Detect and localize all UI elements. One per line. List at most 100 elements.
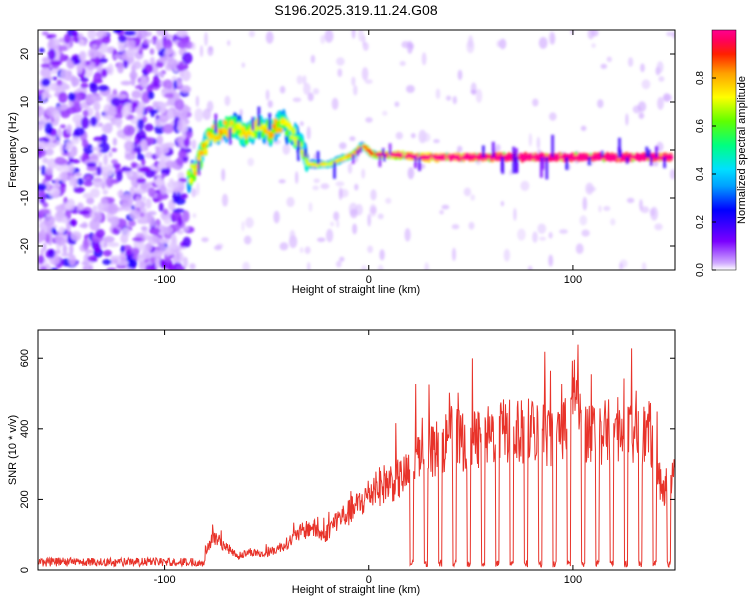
noise-speck xyxy=(116,259,129,266)
noise-speck xyxy=(208,46,213,51)
noise-speck xyxy=(50,60,62,66)
noise-speck xyxy=(116,170,123,182)
noise-speck xyxy=(101,68,108,78)
noise-speck xyxy=(265,31,274,44)
noise-speck xyxy=(54,234,62,244)
noise-speck xyxy=(619,262,623,270)
noise-speck xyxy=(333,211,340,221)
noise-speck xyxy=(320,183,330,190)
noise-speck xyxy=(145,137,155,144)
noise-speck xyxy=(537,223,547,234)
noise-speck xyxy=(147,91,155,100)
ridge-cell xyxy=(196,156,202,162)
noise-speck xyxy=(126,258,138,269)
ridge-streak xyxy=(418,157,421,171)
noise-speck xyxy=(46,34,53,39)
noise-speck xyxy=(364,79,373,84)
noise-speck xyxy=(548,31,556,45)
noise-speck xyxy=(180,85,192,94)
noise-speck xyxy=(499,38,507,50)
noise-speck xyxy=(121,106,130,118)
noise-speck xyxy=(137,118,145,131)
noise-speck xyxy=(175,251,184,263)
noise-speck xyxy=(49,82,58,92)
noise-speck xyxy=(38,183,47,191)
noise-speck xyxy=(98,142,110,154)
noise-speck xyxy=(166,58,179,70)
spectrogram-y-tick-label: 20 xyxy=(19,48,31,60)
noise-speck xyxy=(195,95,200,108)
noise-speck xyxy=(191,139,197,150)
noise-speck xyxy=(520,180,530,191)
noise-speck xyxy=(178,150,187,159)
noise-speck xyxy=(176,30,188,38)
noise-speck xyxy=(466,39,475,54)
noise-speck xyxy=(227,40,231,46)
noise-speck xyxy=(183,137,190,148)
noise-speck xyxy=(307,262,311,270)
noise-speck xyxy=(582,196,588,211)
noise-speck xyxy=(131,90,142,99)
noise-speck xyxy=(628,57,634,67)
noise-speck xyxy=(58,92,68,104)
noise-speck xyxy=(176,156,184,166)
noise-speck xyxy=(164,246,171,257)
noise-speck xyxy=(165,101,171,107)
noise-speck xyxy=(581,229,590,237)
ridge-cell xyxy=(363,145,368,149)
noise-speck xyxy=(666,31,673,37)
noise-speck xyxy=(202,108,212,121)
noise-speck xyxy=(138,216,148,224)
noise-speck xyxy=(339,256,345,262)
noise-speck xyxy=(658,76,665,82)
noise-speck xyxy=(38,229,47,242)
noise-speck xyxy=(59,52,65,63)
ridge-streak xyxy=(481,145,485,158)
noise-speck xyxy=(148,187,156,198)
ridge-cell xyxy=(239,132,244,139)
noise-speck xyxy=(317,237,326,243)
noise-speck xyxy=(160,168,171,174)
ridge-cell xyxy=(270,132,275,138)
colorbar-tick-label: 0.2 xyxy=(695,215,706,229)
noise-speck xyxy=(299,247,304,254)
snr-series-line xyxy=(38,344,675,568)
noise-speck xyxy=(182,226,190,231)
noise-speck xyxy=(107,242,120,248)
noise-speck xyxy=(61,216,69,224)
noise-speck xyxy=(312,185,320,191)
noise-speck xyxy=(637,101,647,112)
noise-speck xyxy=(336,57,345,66)
colorbar-gradient xyxy=(711,29,737,271)
noise-speck xyxy=(97,84,109,92)
noise-speck xyxy=(182,236,191,248)
noise-speck xyxy=(127,220,136,227)
noise-speck xyxy=(62,243,67,255)
noise-speck xyxy=(338,187,343,200)
noise-speck xyxy=(265,89,270,101)
snr-y-tick-label: 200 xyxy=(19,490,31,508)
noise-speck xyxy=(59,68,69,81)
noise-speck xyxy=(421,52,427,66)
ridge-streak xyxy=(541,157,545,170)
noise-speck xyxy=(242,261,250,270)
noise-speck xyxy=(385,197,392,204)
noise-speck xyxy=(110,97,122,107)
noise-speck xyxy=(123,125,135,137)
ridge-streak xyxy=(512,157,516,174)
ridge-cell xyxy=(188,177,193,184)
noise-speck xyxy=(539,236,547,241)
noise-speck xyxy=(394,101,400,107)
noise-speck xyxy=(45,167,54,175)
noise-speck xyxy=(49,267,59,270)
noise-speck xyxy=(39,266,47,270)
noise-speck xyxy=(196,182,200,196)
noise-speck xyxy=(89,219,100,231)
noise-speck xyxy=(47,48,56,61)
noise-speck xyxy=(500,200,504,207)
noise-speck xyxy=(292,97,302,103)
noise-speck xyxy=(336,260,342,268)
noise-speck xyxy=(580,125,587,131)
noise-speck xyxy=(103,241,108,248)
noise-speck xyxy=(352,223,358,235)
